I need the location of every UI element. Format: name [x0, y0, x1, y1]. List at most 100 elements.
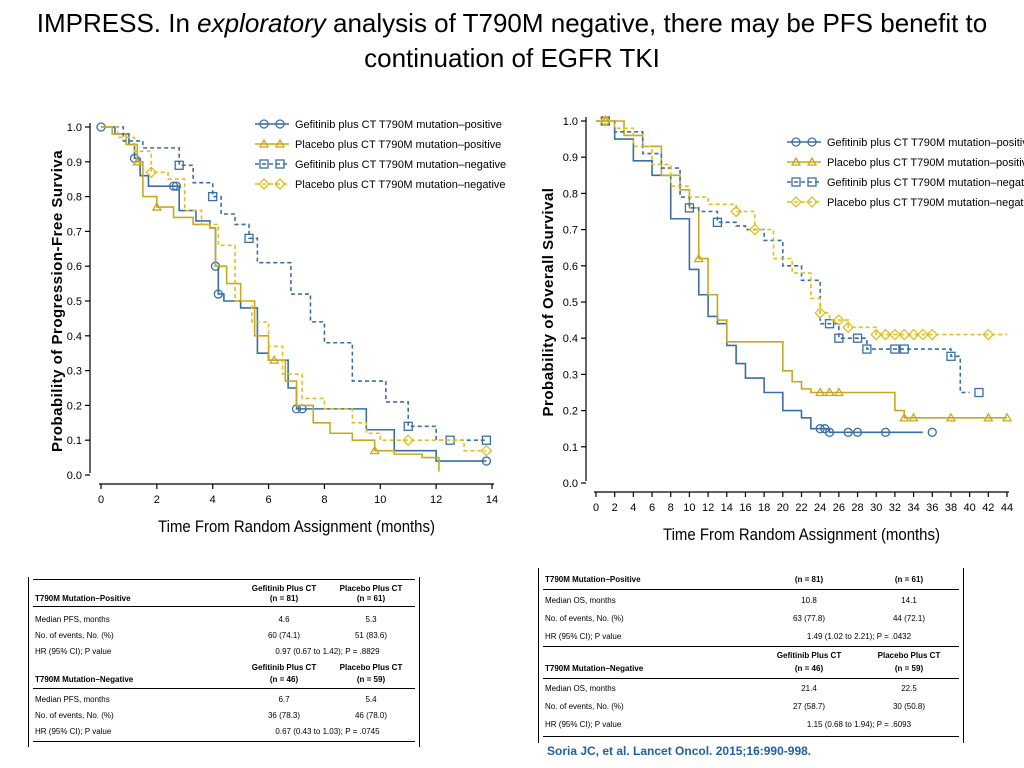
os-censor-marker-4: [907, 328, 920, 341]
os-censor-marker-4: [832, 314, 845, 327]
os-series-line-3: [596, 120, 970, 394]
os-censor-marker-4: [870, 328, 883, 341]
pfs-pos-col1-header: Gefitinib Plus CT: [251, 584, 317, 593]
pfs-pos-value: 51 (83.6): [354, 631, 388, 640]
os-censor-marker-2: [908, 412, 919, 422]
pfs-neg-value: 6.7: [278, 695, 290, 704]
os-censor-marker-3: [834, 333, 844, 343]
os-pos-group-label: T790M Mutation–Positive: [545, 575, 641, 584]
pfs-neg-col2-n: (n = 59): [356, 675, 386, 684]
pfs-censor-marker-1: [171, 181, 182, 191]
os-censor-marker-4: [982, 328, 995, 341]
os-y-tick-label: 1.0: [563, 116, 578, 128]
os-censor-marker-3: [684, 203, 695, 213]
pfs-neg-hr-value: 0.67 (0.43 to 1.03); P = .0745: [275, 727, 380, 736]
os-y-tick-label: 0.4: [563, 333, 578, 345]
os-y-tick-label: 0.6: [563, 261, 578, 273]
os-x-tick-label: 2: [612, 502, 618, 514]
os-neg-hr-value: 1.15 (0.68 to 1.94); P = .6093: [806, 720, 912, 729]
os-censor-marker-1: [927, 427, 937, 437]
pfs-censor-marker-1: [168, 181, 179, 191]
pfs-censor-marker-1: [481, 456, 492, 466]
os-censor-marker-1: [815, 424, 825, 434]
os-censor-marker-2: [693, 253, 704, 263]
pfs-neg-row-label: No. of events, No. (%): [35, 711, 114, 720]
os-x-tick-label: 8: [668, 502, 674, 514]
os-x-tick-label: 14: [721, 502, 733, 514]
os-pos-value: 63 (77.8): [792, 614, 826, 623]
os-y-tick-label: 0.0: [563, 478, 578, 490]
pfs-legend-marker: [258, 178, 270, 190]
pfs-legend-marker: [274, 138, 286, 148]
os-y-tick-label: 0.5: [563, 297, 578, 309]
os-censor-marker-4: [599, 115, 612, 127]
os-y-axis-label: Probability of Overall Survival: [540, 188, 557, 417]
os-censor-marker-2: [815, 387, 826, 397]
os-censor-marker-3: [600, 116, 610, 126]
pfs-pos-value: 5.3: [365, 615, 377, 624]
os-legend-marker: [790, 156, 802, 166]
os-x-tick-label: 16: [739, 502, 751, 514]
os-x-tick-label: 0: [593, 502, 599, 514]
os-x-tick-label: 36: [926, 502, 938, 514]
pfs-results-table: Gefitinib Plus CT Placebo Plus CT T790M …: [28, 577, 420, 747]
os-censor-marker-4: [842, 321, 855, 334]
os-pos-row-label: No. of events, No. (%): [545, 614, 624, 623]
pfs-pos-col1-n: (n = 81): [269, 594, 299, 603]
pfs-censor-marker-3: [208, 191, 218, 202]
os-legend-marker: [791, 137, 801, 147]
os-x-tick-label: 28: [851, 502, 863, 514]
os-censor-marker-2: [833, 387, 844, 397]
os-censor-marker-3: [946, 351, 956, 361]
pfs-neg-value: 36 (78.3): [267, 711, 301, 720]
os-y-tick-label: 0.8: [563, 188, 578, 200]
os-legend-marker: [790, 196, 802, 208]
pfs-censor-marker-3: [244, 233, 254, 244]
pfs-y-tick-label: 0.3: [67, 366, 82, 378]
citation: Soria JC, et al. Lancet Oncol. 2015;16:9…: [547, 744, 812, 758]
pfs-pos-hr-value: 0.97 (0.67 to 1.42); P = .8829: [275, 647, 380, 656]
pfs-legend-label: Placebo plus CT T790M mutation–positive: [295, 139, 501, 151]
os-legend-label: Gefitinib plus CT T790M mutation–negativ…: [827, 177, 1024, 189]
os-pos-value: 10.8: [801, 596, 817, 605]
os-x-tick-label: 4: [630, 502, 636, 514]
pfs-legend-label: Gefitinib plus CT T790M mutation–positiv…: [295, 119, 502, 131]
os-pos-hr-label: HR (95% CI); P value: [545, 632, 622, 641]
os-pos-value: 44 (72.1): [892, 614, 926, 623]
os-pos-hr-value: 1.49 (1.02 to 2.21); P = .0432: [806, 632, 912, 641]
pfs-censor-marker-3: [403, 421, 413, 431]
pfs-x-tick-label: 8: [321, 494, 327, 506]
os-x-tick-label: 38: [945, 502, 957, 514]
os-neg-col1-n: (n = 46): [794, 664, 824, 673]
os-neg-hr-label: HR (95% CI); P value: [545, 720, 622, 729]
pfs-censor-marker-1: [213, 289, 223, 299]
os-neg-row-label: Median OS, months: [545, 684, 616, 693]
pfs-x-tick-label: 0: [98, 494, 104, 506]
os-censor-marker-4: [814, 306, 827, 319]
os-x-tick-label: 30: [870, 502, 882, 514]
pfs-legend-marker: [274, 178, 286, 190]
pfs-x-tick-label: 12: [430, 494, 442, 506]
pfs-neg-col1-header: Gefitinib Plus CT: [251, 663, 317, 672]
pfs-series-line-4: [101, 126, 487, 452]
os-censor-marker-1: [852, 427, 863, 437]
title-emphasis: exploratory: [197, 8, 326, 38]
os-legend-marker: [806, 196, 818, 208]
pfs-censor-marker-2: [369, 445, 380, 455]
os-y-tick-label: 0.9: [563, 152, 578, 164]
os-x-tick-label: 34: [907, 502, 919, 514]
os-pos-col1-n: (n = 81): [794, 575, 824, 584]
pfs-legend-label: Gefitinib plus CT T790M mutation–negativ…: [295, 159, 506, 171]
os-x-tick-label: 40: [964, 502, 976, 514]
os-neg-group-label: T790M Mutation–Negative: [545, 664, 644, 673]
title-prefix: IMPRESS. In: [36, 8, 198, 38]
pfs-x-tick-label: 6: [266, 494, 272, 506]
os-x-tick-label: 22: [795, 502, 807, 514]
os-x-tick-label: 12: [702, 502, 714, 514]
os-censor-marker-4: [926, 328, 939, 341]
os-x-tick-label: 18: [758, 502, 770, 514]
os-censor-marker-2: [983, 412, 994, 422]
pfs-y-tick-label: 0.0: [67, 470, 82, 482]
os-x-tick-label: 42: [982, 502, 994, 514]
os-censor-marker-2: [1001, 412, 1013, 422]
